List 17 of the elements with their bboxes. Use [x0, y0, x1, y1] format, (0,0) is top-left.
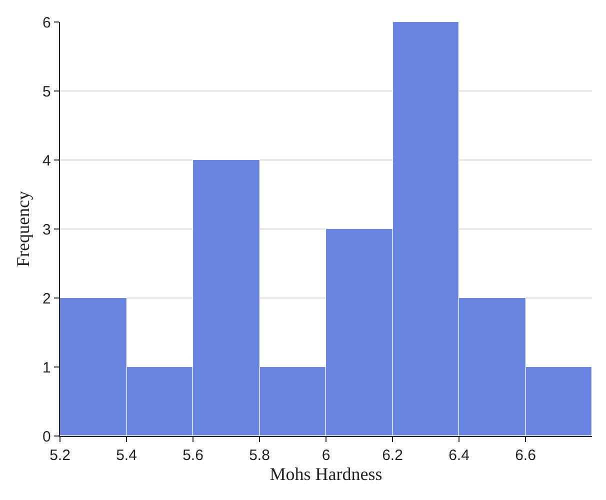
y-tick-label: 4	[42, 152, 51, 170]
x-tick-label: 5.4	[116, 447, 137, 464]
y-tick-label: 3	[42, 221, 51, 238]
y-tick-label: 0	[42, 428, 51, 446]
y-axis-title: Frequency	[12, 191, 33, 267]
y-tick-label: 2	[42, 290, 51, 308]
x-tick-label: 5.2	[50, 447, 70, 464]
x-axis-title: Mohs Hardness	[270, 464, 382, 484]
x-tick-label: 6	[322, 447, 330, 464]
x-tick-label: 5.6	[182, 447, 204, 464]
x-tick-label: 6.6	[515, 447, 536, 464]
y-tick-label: 1	[42, 359, 51, 376]
y-tick-label: 6	[42, 14, 51, 32]
x-tick-label: 6.4	[448, 447, 470, 464]
x-tick-label: 5.8	[249, 447, 270, 464]
y-tick-label: 5	[42, 83, 51, 100]
x-tick-label: 6.2	[382, 447, 403, 464]
